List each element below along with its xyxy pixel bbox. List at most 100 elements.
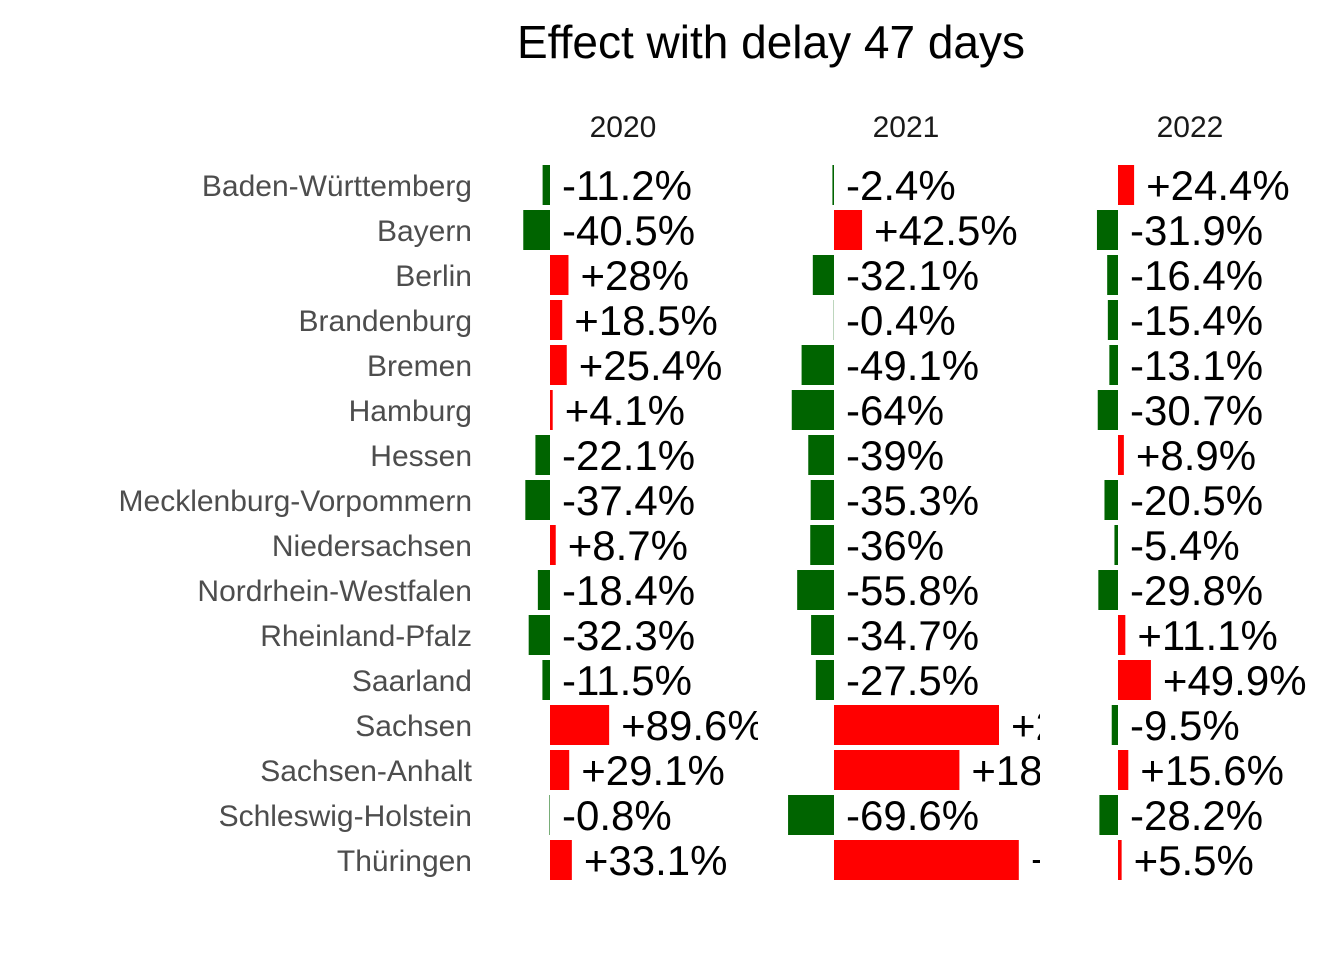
state-label: Mecklenburg-Vorpommern xyxy=(119,485,472,518)
bar xyxy=(542,660,550,700)
state-label: Sachsen xyxy=(355,710,472,743)
bar xyxy=(542,165,550,205)
data-label: +8.9% xyxy=(1136,432,1256,479)
bar xyxy=(810,480,834,520)
bar xyxy=(550,705,610,745)
bar xyxy=(1118,435,1124,475)
state-label: Schleswig-Holstein xyxy=(219,800,472,833)
bar xyxy=(550,750,570,790)
bar xyxy=(1109,345,1118,385)
bar xyxy=(1098,570,1118,610)
data-label: -9.5% xyxy=(1130,702,1240,749)
state-label: Brandenburg xyxy=(299,305,472,338)
bar xyxy=(525,480,550,520)
state-label: Hessen xyxy=(370,440,472,473)
bar xyxy=(832,165,834,205)
data-label: -39% xyxy=(846,432,944,479)
data-label: +28% xyxy=(580,252,689,299)
state-label: Nordrhein-Westfalen xyxy=(197,575,472,608)
data-label: +42.5% xyxy=(874,207,1018,254)
panel-label-2020: 2020 xyxy=(590,111,657,144)
bar xyxy=(549,795,550,835)
state-label: Sachsen-Anhalt xyxy=(260,755,472,788)
panel-2022: +24.4%-31.9%-16.4%-15.4%-13.1%-30.7%+8.9… xyxy=(1096,162,1307,884)
state-label: Berlin xyxy=(395,260,472,293)
bar xyxy=(550,255,569,295)
data-label: +29.1% xyxy=(581,747,725,794)
data-label: -27.5% xyxy=(846,657,979,704)
bar xyxy=(550,840,572,880)
data-label: -13.1% xyxy=(1130,342,1263,389)
bar xyxy=(1107,255,1118,295)
data-label: -31.9% xyxy=(1130,207,1263,254)
bar xyxy=(1118,165,1135,205)
bar xyxy=(834,705,999,745)
chart-title: Effect with delay 47 days xyxy=(517,16,1025,68)
data-label: -36% xyxy=(846,522,944,569)
state-label: Bremen xyxy=(367,350,472,383)
panel-label-2022: 2022 xyxy=(1157,111,1224,144)
bar xyxy=(788,795,834,835)
data-label: +5.5% xyxy=(1134,837,1254,884)
state-label: Niedersachsen xyxy=(272,530,472,563)
bar xyxy=(1118,750,1129,790)
state-label: Rheinland-Pfalz xyxy=(260,620,472,653)
data-label: -30.7% xyxy=(1130,387,1263,434)
data-label: -22.1% xyxy=(562,432,695,479)
bar xyxy=(797,570,834,610)
bar xyxy=(834,840,1019,880)
bar xyxy=(535,435,550,475)
bar xyxy=(812,255,834,295)
data-label: +25.4% xyxy=(579,342,723,389)
state-label: Baden-Württemberg xyxy=(202,170,472,203)
state-labels: Baden-Württemberg Bayern Berlin Brandenburg… xyxy=(119,170,473,878)
bar xyxy=(1096,210,1118,250)
bar xyxy=(1107,300,1118,340)
bar xyxy=(834,750,960,790)
bar xyxy=(834,210,863,250)
data-label: -20.5% xyxy=(1130,477,1263,524)
bar xyxy=(1104,480,1118,520)
data-label: -2.4% xyxy=(846,162,956,209)
data-label: +18.5% xyxy=(574,297,718,344)
state-label: Saarland xyxy=(352,665,472,698)
data-label: -0.4% xyxy=(846,297,956,344)
data-label: -55.8% xyxy=(846,567,979,614)
bar xyxy=(550,525,556,565)
data-label: -11.5% xyxy=(562,657,692,704)
data-label: +4.1% xyxy=(565,387,685,434)
bar xyxy=(528,615,550,655)
data-label: -0.8% xyxy=(562,792,672,839)
data-label: -16.4% xyxy=(1130,252,1263,299)
data-label: + xyxy=(1031,837,1056,884)
bar xyxy=(550,390,553,430)
data-label: -69.6% xyxy=(846,792,979,839)
bar xyxy=(1097,390,1118,430)
data-label: +89.6% xyxy=(621,702,765,749)
panels: -11.2%-40.5%+28%+18.5%+25.4%+4.1%-22.1%-… xyxy=(523,162,1307,884)
data-label: -28.2% xyxy=(1130,792,1263,839)
data-label: -37.4% xyxy=(562,477,695,524)
bar xyxy=(523,210,550,250)
data-label: -32.3% xyxy=(562,612,695,659)
bar xyxy=(550,345,567,385)
bar xyxy=(811,615,834,655)
bar xyxy=(808,435,834,475)
bar xyxy=(1111,705,1118,745)
bar xyxy=(801,345,834,385)
bar xyxy=(1118,840,1122,880)
state-label: Thüringen xyxy=(337,845,472,878)
data-label: -11.2% xyxy=(562,162,692,209)
data-label: -18.4% xyxy=(562,567,695,614)
data-label: -32.1% xyxy=(846,252,979,299)
bar xyxy=(815,660,834,700)
bar xyxy=(1118,660,1151,700)
bar xyxy=(550,300,563,340)
data-label: -35.3% xyxy=(846,477,979,524)
data-label: +8.7% xyxy=(568,522,688,569)
data-label: +33.1% xyxy=(584,837,728,884)
data-label: +11.1% xyxy=(1137,612,1278,659)
data-label: -49.1% xyxy=(846,342,979,389)
data-label: +15.6% xyxy=(1140,747,1284,794)
